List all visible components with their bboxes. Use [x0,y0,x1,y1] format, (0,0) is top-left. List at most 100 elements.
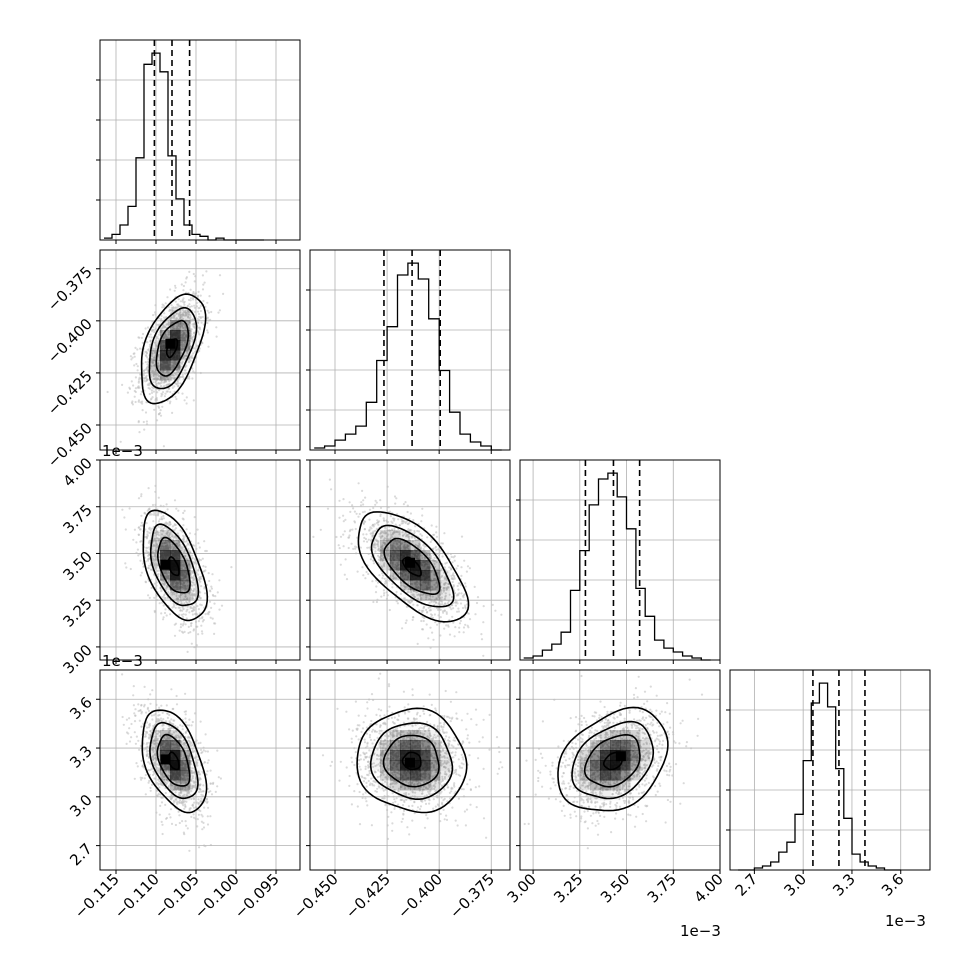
sample-point [385,553,388,556]
sample-point [168,380,171,383]
sample-point [132,538,135,541]
sample-point [163,611,167,615]
sample-point [410,600,413,603]
sample-point [204,750,207,753]
sample-point [391,582,394,586]
sample-point [389,537,392,540]
sample-point [153,532,156,535]
sample-point [125,566,128,569]
sample-point [383,562,386,565]
sample-point [386,485,389,488]
sample-point [398,540,401,544]
sample-point [377,548,380,551]
sample-point [173,528,176,531]
sample-point [421,514,424,517]
sample-point [416,544,420,548]
sample-point [437,595,440,599]
sample-point [206,761,209,765]
sample-point [192,590,195,593]
sample-point [155,382,158,386]
sample-point [144,581,148,584]
sample-point [372,532,375,535]
sample-point [446,602,449,605]
density-cell [170,360,181,371]
sample-point [439,608,442,612]
sample-point [397,572,400,575]
sample-point [183,338,187,341]
sample-point [173,360,176,363]
sample-point [124,562,127,565]
sample-point [136,369,139,372]
sample-point [207,345,210,348]
sample-point [193,304,196,307]
sample-point [181,606,184,609]
sample-point [181,373,184,376]
sample-point [382,538,385,541]
sample-point [151,551,154,554]
sample-point [193,583,196,586]
sample-point [430,579,433,582]
sample-point [393,546,396,549]
sample-point [169,816,172,819]
sample-point [144,354,147,357]
sample-point [175,703,179,706]
sample-point [171,361,174,364]
sample-point [171,365,175,368]
sample-point [402,503,405,506]
sample-point [144,560,147,563]
sample-point [418,593,421,596]
sample-point [430,524,433,527]
sample-point [379,499,382,502]
density-cell [380,530,391,541]
sample-point [147,564,151,567]
sample-point [151,320,154,323]
sample-point [190,624,193,628]
sample-point [165,527,168,530]
sample-point [136,548,139,551]
sample-point [160,379,163,382]
sample-point [197,312,201,316]
sample-point [347,546,350,550]
sample-point [175,317,178,320]
sample-point [153,364,156,367]
density-cell [170,350,181,361]
panel-content [106,270,225,448]
sample-point [181,392,184,395]
histogram-step [104,52,264,241]
sample-point [189,605,192,608]
sample-point [198,558,201,561]
sample-point [194,350,197,353]
sample-point [383,519,386,522]
sample-point [173,316,176,319]
sample-point [197,569,200,572]
sample-point [180,334,183,337]
sample-point [197,633,200,636]
sample-point [156,537,159,540]
sample-point [201,557,204,560]
sample-point [430,598,433,602]
sample-point [391,565,394,568]
sample-point [193,280,196,283]
sample-point [189,317,192,320]
sample-point [433,562,436,566]
sample-point [136,386,139,389]
sample-point [137,554,140,557]
sample-point [161,303,164,306]
sample-point [158,518,161,521]
sample-point [163,542,167,545]
sample-point [140,778,143,781]
sample-point [173,289,176,292]
sample-point [122,723,125,726]
sample-point [440,589,443,592]
sample-point [462,594,465,597]
sample-point [152,561,155,565]
sample-point [134,376,137,379]
sample-point [149,539,152,542]
sample-point [171,373,174,376]
sample-point [429,553,432,556]
sample-point [382,594,386,597]
sample-point [139,574,142,577]
sample-point [172,545,175,548]
sample-point [399,592,402,596]
sample-point [186,310,189,313]
